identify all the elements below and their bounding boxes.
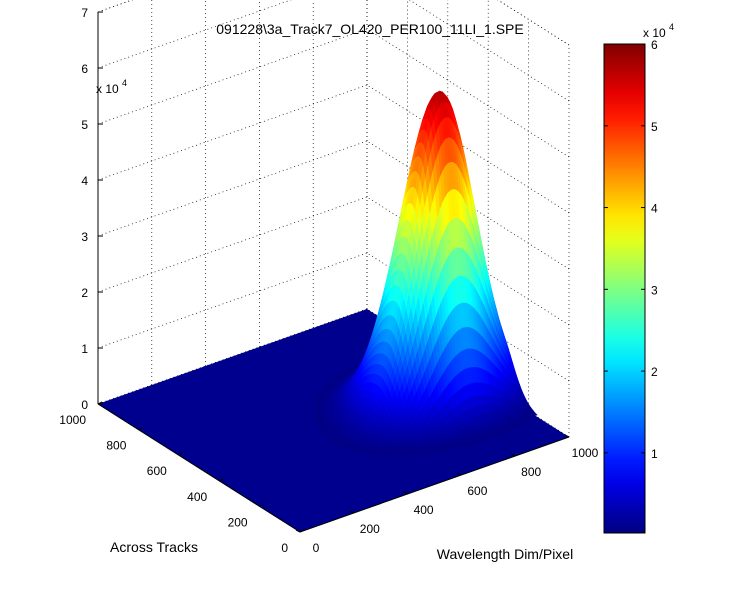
x-tick: [457, 472, 462, 476]
z-tick-label: 2: [81, 286, 88, 300]
surface-patch: [338, 444, 344, 448]
surface-patch: [443, 447, 450, 452]
y-tick-label: 800: [106, 439, 126, 453]
colorbar-frame: [603, 43, 646, 534]
y-tick-label: 600: [147, 464, 167, 478]
surface-patch: [375, 451, 382, 456]
z-tick-label: 4: [81, 174, 88, 188]
colorbar: 1 2 3 4 5 6 x 10 4: [603, 22, 674, 534]
x-tick: [510, 453, 516, 457]
colorbar-tick-label: 4: [651, 202, 658, 216]
y-tick: [218, 478, 224, 482]
x-tick: [349, 510, 355, 514]
x-tick-label: 200: [360, 522, 380, 536]
colorbar-tick-label: 5: [651, 120, 658, 134]
grid-line: [97, 196, 368, 293]
colorbar-tick-label: 1: [651, 447, 658, 461]
surface-patch: [371, 451, 377, 456]
colorbar-exponent-base: x 10: [643, 26, 666, 40]
grid-line: [97, 28, 368, 125]
x-axis-line: [299, 436, 570, 533]
grid-line: [408, 0, 570, 102]
grid-line: [97, 0, 134, 13]
surface-patch: [356, 450, 363, 455]
y-tick-label: 1000: [59, 413, 86, 427]
surface-patch: [430, 450, 437, 455]
x-tick: [403, 491, 408, 495]
z-tick-label: 6: [81, 62, 88, 76]
z-exponent-base: x 10: [96, 82, 119, 96]
surface-patch: [393, 451, 399, 457]
y-tick: [259, 503, 264, 507]
chart-title: 091228\3a_Track7_OL420_PER100_11LI_1.SPE: [216, 21, 523, 37]
x-tick: [564, 434, 570, 438]
x-axis-label: Wavelength Dim/Pixel: [437, 546, 573, 562]
surface-patch: [461, 443, 468, 448]
surface-patch: [366, 450, 373, 456]
surface-patch: [385, 452, 392, 458]
x-tick: [295, 529, 301, 533]
z-tick-label: 5: [81, 118, 88, 132]
surface-patch: [349, 448, 356, 453]
surface-patch: [361, 450, 368, 455]
colorbar-ticks: 1 2 3 4 5 6: [604, 38, 658, 461]
y-tick-label: 400: [187, 490, 207, 504]
surface-plot: [98, 90, 569, 532]
colorbar-fill: [604, 44, 645, 533]
y-tick: [138, 427, 143, 431]
colorbar-tick-label: 3: [651, 283, 658, 297]
y-tick-label: 200: [228, 515, 248, 529]
z-tick-label: 7: [81, 6, 88, 20]
grid-line: [97, 84, 368, 181]
grid-line: [97, 0, 134, 13]
y-axis-line: [97, 403, 301, 533]
z-exponent-label: x 10 4: [96, 78, 127, 96]
x-tick-label: 600: [467, 484, 487, 498]
grid-line: [97, 140, 368, 237]
surface-patch: [423, 450, 429, 455]
z-tick-label: 1: [81, 342, 88, 356]
y-tick-label: 0: [281, 541, 288, 555]
y-tick: [299, 529, 305, 533]
grid-line: [366, 28, 570, 158]
surface-patch: [412, 451, 419, 457]
colorbar-tick-label: 6: [651, 38, 658, 52]
surface-patch: [397, 452, 404, 458]
colorbar-tick-label: 2: [651, 365, 658, 379]
z-tick-label: 0: [81, 398, 88, 412]
axes: 0200400600800100002004006008001000012345…: [59, 6, 598, 555]
x-tick-label: 800: [521, 465, 541, 479]
colorbar-exponent-power: 4: [669, 22, 674, 32]
x-tick-label: 400: [414, 503, 434, 517]
y-tick: [178, 452, 184, 456]
surface-patch: [405, 452, 412, 457]
x-tick-label: 0: [313, 541, 320, 555]
z-tick-label: 3: [81, 230, 88, 244]
z-exponent-power: 4: [122, 78, 127, 88]
x-tick-label: 1000: [572, 446, 599, 460]
surface-patch: [380, 452, 387, 457]
y-axis-label: Across Tracks: [110, 539, 198, 555]
colorbar-exponent-label: x 10 4: [643, 22, 674, 40]
